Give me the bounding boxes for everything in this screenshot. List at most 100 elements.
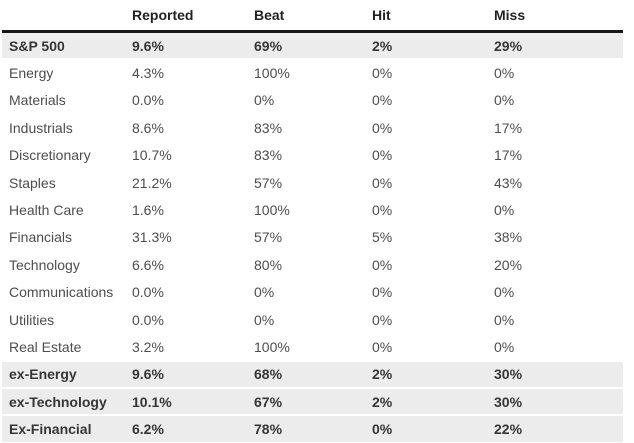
- earnings-table: Reported Beat Hit Miss S&P 500 9.6% 69% 2% 2…: [2, 0, 623, 443]
- row-label: ex-Energy: [2, 360, 132, 390]
- row-value: 0%: [372, 333, 494, 362]
- row-value: 0%: [372, 114, 494, 143]
- row-value: 0%: [494, 278, 623, 307]
- row-label: Industrials: [2, 114, 132, 143]
- row-value: 57%: [254, 168, 372, 198]
- row-label: Health Care: [2, 196, 132, 225]
- table-row: Utilities 0.0% 0% 0% 0%: [2, 305, 623, 335]
- row-value: 4.3%: [132, 59, 254, 88]
- row-label: Energy: [2, 59, 132, 88]
- table-row: Industrials 8.6% 83% 0% 17%: [2, 114, 623, 143]
- row-value: 2%: [372, 388, 494, 417]
- row-value: 43%: [494, 168, 623, 198]
- row-label: ex-Technology: [2, 388, 132, 417]
- header-cell-miss: Miss: [494, 0, 623, 33]
- row-value: 30%: [494, 360, 623, 390]
- row-value: 0.0%: [132, 278, 254, 307]
- row-value: 68%: [254, 360, 372, 390]
- row-label: Real Estate: [2, 333, 132, 362]
- row-value: 10.7%: [132, 141, 254, 170]
- row-value: 0.0%: [132, 86, 254, 116]
- row-label: Utilities: [2, 305, 132, 335]
- table-row: Health Care 1.6% 100% 0% 0%: [2, 196, 623, 225]
- row-value: 100%: [254, 59, 372, 88]
- row-value: 100%: [254, 333, 372, 362]
- row-value: 0%: [254, 305, 372, 335]
- table-row: Staples 21.2% 57% 0% 43%: [2, 168, 623, 198]
- table-row: Technology 6.6% 80% 0% 20%: [2, 251, 623, 280]
- header-cell-blank: [2, 0, 132, 33]
- row-value: 3.2%: [132, 333, 254, 362]
- row-value: 29%: [494, 31, 623, 61]
- row-value: 0%: [372, 305, 494, 335]
- row-value: 0%: [372, 415, 494, 443]
- row-value: 0%: [372, 251, 494, 280]
- row-label: Communications: [2, 278, 132, 307]
- row-label: Financials: [2, 223, 132, 253]
- table-row: Energy 4.3% 100% 0% 0%: [2, 59, 623, 88]
- row-label: Ex-Financial: [2, 415, 132, 443]
- row-value: 2%: [372, 31, 494, 61]
- row-value: 0%: [372, 141, 494, 170]
- row-value: 57%: [254, 223, 372, 253]
- row-label: Discretionary: [2, 141, 132, 170]
- row-value: 0.0%: [132, 305, 254, 335]
- header-cell-beat: Beat: [254, 0, 372, 33]
- header-cell-hit: Hit: [372, 0, 494, 33]
- row-value: 5%: [372, 223, 494, 253]
- row-value: 80%: [254, 251, 372, 280]
- row-value: 8.6%: [132, 114, 254, 143]
- row-value: 20%: [494, 251, 623, 280]
- row-value: 0%: [494, 59, 623, 88]
- row-value: 0%: [372, 86, 494, 116]
- row-value: 9.6%: [132, 31, 254, 61]
- row-value: 22%: [494, 415, 623, 443]
- table-row: ex-Technology 10.1% 67% 2% 30%: [2, 388, 623, 417]
- row-value: 0%: [494, 305, 623, 335]
- row-value: 38%: [494, 223, 623, 253]
- row-value: 6.2%: [132, 415, 254, 443]
- row-label: Staples: [2, 168, 132, 198]
- header-cell-reported: Reported: [132, 0, 254, 33]
- table-row: Financials 31.3% 57% 5% 38%: [2, 223, 623, 253]
- row-value: 6.6%: [132, 251, 254, 280]
- row-value: 0%: [494, 333, 623, 362]
- table-row: Real Estate 3.2% 100% 0% 0%: [2, 333, 623, 362]
- table-row: S&P 500 9.6% 69% 2% 29%: [2, 31, 623, 61]
- row-value: 21.2%: [132, 168, 254, 198]
- table-row: Ex-Financial 6.2% 78% 0% 22%: [2, 415, 623, 443]
- table-row: Communications 0.0% 0% 0% 0%: [2, 278, 623, 307]
- row-value: 0%: [254, 86, 372, 116]
- table-row: ex-Energy 9.6% 68% 2% 30%: [2, 360, 623, 390]
- table-row: Materials 0.0% 0% 0% 0%: [2, 86, 623, 116]
- row-value: 0%: [494, 196, 623, 225]
- row-value: 83%: [254, 114, 372, 143]
- row-value: 17%: [494, 114, 623, 143]
- row-value: 78%: [254, 415, 372, 443]
- row-value: 0%: [494, 86, 623, 116]
- row-value: 83%: [254, 141, 372, 170]
- row-value: 69%: [254, 31, 372, 61]
- row-value: 0%: [372, 196, 494, 225]
- row-value: 17%: [494, 141, 623, 170]
- row-value: 0%: [372, 168, 494, 198]
- row-value: 67%: [254, 388, 372, 417]
- row-label: Technology: [2, 251, 132, 280]
- row-value: 30%: [494, 388, 623, 417]
- table-header: Reported Beat Hit Miss: [2, 0, 623, 33]
- row-label: Materials: [2, 86, 132, 116]
- row-value: 0%: [372, 278, 494, 307]
- row-value: 10.1%: [132, 388, 254, 417]
- row-value: 100%: [254, 196, 372, 225]
- row-value: 2%: [372, 360, 494, 390]
- header-row: Reported Beat Hit Miss: [2, 0, 623, 33]
- row-value: 1.6%: [132, 196, 254, 225]
- table-body: S&P 500 9.6% 69% 2% 29% Energy 4.3% 100% 0% 0% Mat…: [2, 31, 623, 443]
- row-value: 9.6%: [132, 360, 254, 390]
- table-row: Discretionary 10.7% 83% 0% 17%: [2, 141, 623, 170]
- row-value: 0%: [254, 278, 372, 307]
- row-value: 0%: [372, 59, 494, 88]
- row-label: S&P 500: [2, 31, 132, 61]
- row-value: 31.3%: [132, 223, 254, 253]
